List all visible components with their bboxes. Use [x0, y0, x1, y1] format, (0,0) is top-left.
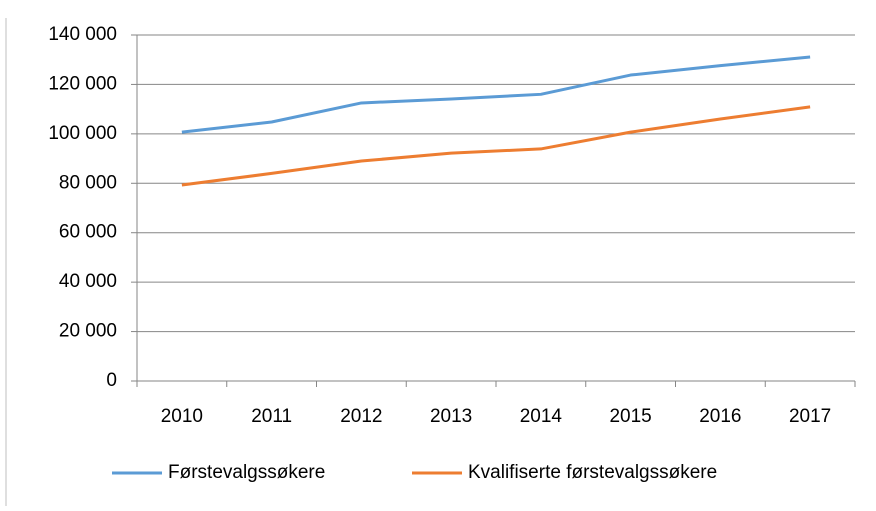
x-tick-label: 2017 [789, 406, 831, 427]
x-tick-label: 2012 [340, 406, 382, 427]
y-tick-label: 120 000 [48, 73, 117, 94]
y-tick-label: 20 000 [59, 321, 117, 342]
series-line [181, 105, 811, 187]
x-tick-label: 2013 [430, 406, 472, 427]
x-tick-label: 2010 [161, 406, 203, 427]
y-tick-label: 40 000 [59, 271, 117, 292]
x-tick-label: 2014 [520, 406, 563, 427]
legend-label: Førstevalgssøkere [168, 462, 325, 483]
series-line [181, 55, 811, 134]
y-tick-label: 60 000 [59, 222, 117, 243]
x-tick-label: 2016 [699, 406, 741, 427]
y-tick-label: 140 000 [48, 24, 117, 45]
x-tick-label: 2015 [609, 406, 651, 427]
y-tick-label: 0 [106, 370, 117, 391]
legend-label: Kvalifiserte førstevalgssøkere [468, 462, 717, 483]
y-tick-label: 80 000 [59, 172, 117, 193]
y-tick-label: 100 000 [48, 123, 117, 144]
x-tick-label: 2011 [251, 406, 292, 427]
